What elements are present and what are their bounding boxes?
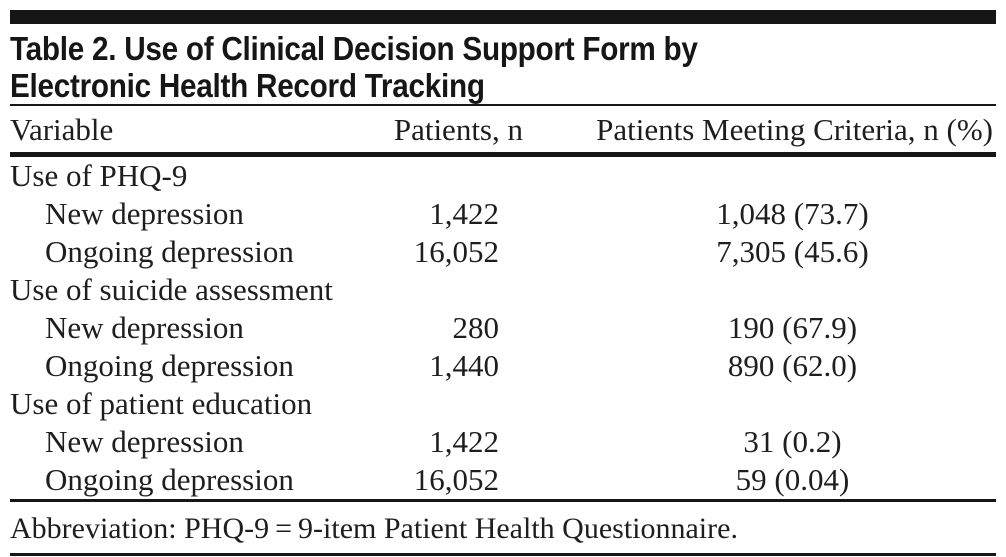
table-title-line1: Table 2. Use of Clinical Decision Suppor… [10,30,698,67]
patients-cell [388,271,523,309]
row-label-cell: Use of patient education [10,386,313,421]
meeting-criteria-cell: 1,048 (73.7) [716,196,869,231]
row-phq9-ongoing-depression: Ongoing depression 16,052 7,305 (45.6) [10,233,996,271]
patients-cell [388,385,523,423]
row-patient-education-group: Use of patient education [10,385,996,423]
row-label-cell: Ongoing depression [45,234,294,269]
patients-cell: 1,440 [429,348,499,383]
row-label-cell: Use of suicide assessment [10,272,333,307]
meeting-criteria-cell: 890 (62.0) [727,348,858,383]
table-footnote: Abbreviation: PHQ-9 = 9-item Patient Hea… [10,512,738,545]
meeting-criteria-cell: 190 (67.9) [727,310,858,345]
patients-cell: 16,052 [413,462,499,497]
row-label-cell: New depression [45,424,244,459]
title-accent-bar [10,10,996,24]
table-title-line2: Electronic Health Record Tracking [10,67,485,104]
row-label-cell: New depression [45,196,244,231]
meeting-criteria-cell: 31 (0.2) [743,424,842,459]
patients-cell: 1,422 [429,424,499,459]
header-row: Variable Patients, n Patients Meeting Cr… [10,106,996,157]
meeting-criteria-cell: 7,305 (45.6) [716,234,869,269]
row-suicide-assessment-group: Use of suicide assessment [10,271,996,309]
patients-cell: 16,052 [413,234,499,269]
row-label-cell: Ongoing depression [45,348,294,383]
title-rule [10,104,996,106]
column-header-variable: Variable [10,106,388,157]
row-phq9-new-depression: New depression 1,422 1,048 (73.7) [10,195,996,233]
row-suicide-new-depression: New depression 280 190 (67.9) [10,309,996,347]
bottom-rule [10,553,996,556]
column-header-meeting-criteria: Patients Meeting Criteria, n (%) [523,106,996,157]
cds-usage-table: Variable Patients, n Patients Meeting Cr… [10,106,996,499]
patients-cell: 280 [452,310,500,345]
meeting-criteria-cell [523,271,996,309]
meeting-criteria-cell [523,155,996,196]
patients-cell [388,155,523,196]
row-label-cell: New depression [45,310,244,345]
column-header-patients: Patients, n [388,106,523,157]
patients-cell: 1,422 [429,196,499,231]
row-label-cell: Use of PHQ-9 [10,158,188,193]
row-education-ongoing-depression: Ongoing depression 16,052 59 (0.04) [10,461,996,499]
meeting-criteria-cell: 59 (0.04) [735,462,850,497]
row-phq9-group: Use of PHQ-9 [10,155,996,196]
table-title: Table 2. Use of Clinical Decision Suppor… [10,30,897,104]
row-education-new-depression: New depression 1,422 31 (0.2) [10,423,996,461]
meeting-criteria-cell [523,385,996,423]
row-suicide-ongoing-depression: Ongoing depression 1,440 890 (62.0) [10,347,996,385]
footnote-top-rule [10,499,996,502]
row-label-cell: Ongoing depression [45,462,294,497]
